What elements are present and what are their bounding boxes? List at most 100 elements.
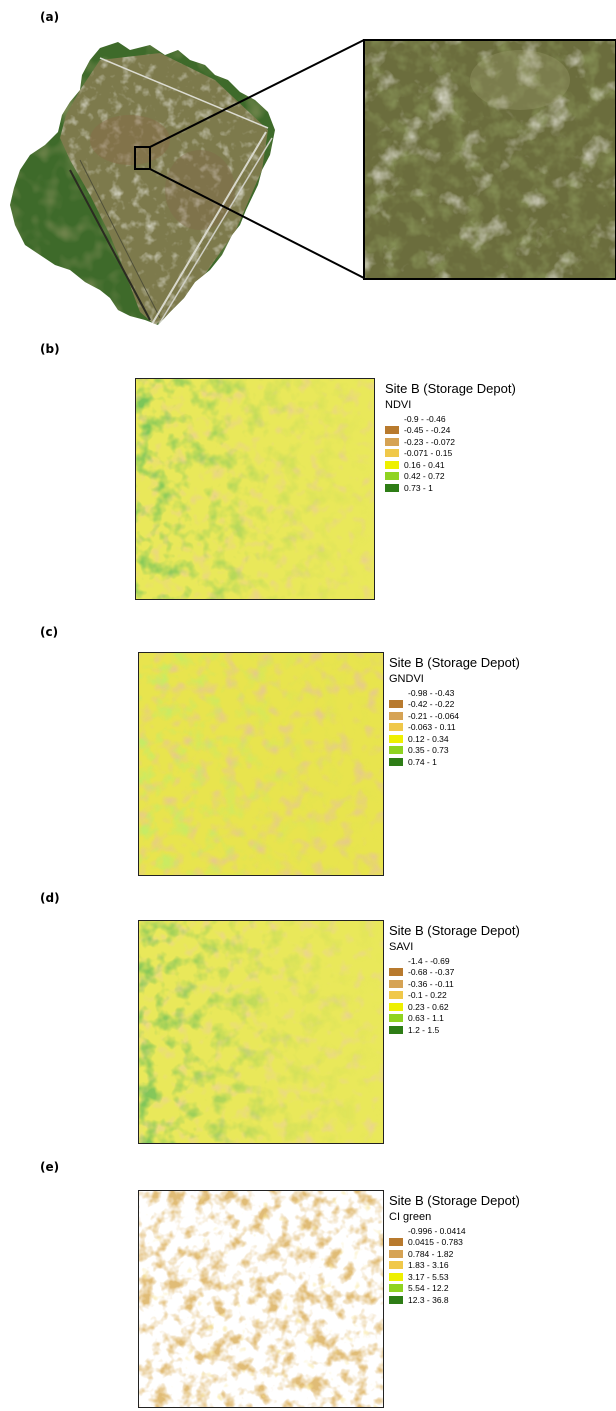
- legend-range: -0.996 - 0.0414: [408, 1225, 466, 1236]
- legend-range: 1.2 - 1.5: [408, 1024, 440, 1035]
- legend-swatch: [385, 426, 399, 435]
- legend-class: 0.63 - 1.1: [389, 1013, 611, 1025]
- legend-swatch: [389, 723, 403, 732]
- legend-class: 0.16 - 0.41: [385, 459, 610, 471]
- legend-class: 0.23 - 0.62: [389, 1001, 611, 1013]
- legend-site-title: Site B (Storage Depot): [389, 923, 520, 938]
- legend-swatch: [385, 449, 399, 458]
- legend-class: 0.784 - 1.82: [389, 1248, 611, 1260]
- legend-site-title: Site B (Storage Depot): [385, 381, 516, 396]
- legend-site-title: Site B (Storage Depot): [389, 1193, 520, 1208]
- legend-range: -0.36 - -0.11: [408, 978, 454, 989]
- legend-class: 0.73 - 1: [385, 482, 610, 494]
- legend-swatch: [389, 700, 403, 709]
- ci-green-map: [138, 1190, 384, 1408]
- panel-label-e: (e): [40, 1160, 60, 1174]
- legend-swatch: [389, 979, 403, 988]
- legend-class: -0.21 - -0.064: [389, 710, 611, 722]
- legend-range: -0.45 - -0.24: [404, 425, 451, 436]
- legend-site-title: Site B (Storage Depot): [389, 655, 520, 670]
- legend-swatch: [385, 415, 399, 423]
- legend-index-name: NDVI: [385, 399, 412, 411]
- legend-class: 0.74 - 1: [389, 756, 611, 768]
- legend-range: 0.35 - 0.73: [408, 745, 449, 756]
- legend-class: 1.83 - 3.16: [389, 1260, 611, 1272]
- legend-range: -0.071 - 0.15: [404, 448, 453, 459]
- legend-class: -0.9 - -0.46: [385, 413, 610, 425]
- panel-label-b: (b): [40, 342, 60, 356]
- savi-legend: Site B (Storage Depot) SAVI -1.4 - -0.69…: [389, 923, 611, 1036]
- legend-swatch: [389, 1238, 403, 1247]
- legend-swatch: [389, 1272, 403, 1281]
- legend-index-name: CI green: [389, 1211, 432, 1223]
- legend-range: 5.54 - 12.2: [408, 1283, 449, 1294]
- legend-range: -0.9 - -0.46: [404, 413, 446, 424]
- legend-range: -0.21 - -0.064: [408, 710, 460, 721]
- legend-swatch: [389, 1014, 403, 1023]
- legend-class: 5.54 - 12.2: [389, 1283, 611, 1295]
- legend-class: 1.2 - 1.5: [389, 1024, 611, 1036]
- legend-range: -1.4 - -0.69: [408, 955, 450, 966]
- ndvi-map: [135, 378, 375, 600]
- legend-class: -0.996 - 0.0414: [389, 1225, 611, 1237]
- legend-range: -0.063 - 0.11: [408, 722, 456, 733]
- panel-label-d: (d): [40, 891, 60, 905]
- panel-label-c: (c): [40, 625, 59, 639]
- legend-range: 12.3 - 36.8: [408, 1294, 449, 1305]
- legend-swatch: [389, 1249, 403, 1258]
- legend-swatch: [389, 957, 403, 965]
- legend-swatch: [389, 746, 403, 755]
- aerial-orthomosaic-figure: [0, 20, 616, 330]
- legend-swatch: [385, 483, 399, 492]
- legend-swatch: [389, 968, 403, 977]
- legend-swatch: [385, 437, 399, 446]
- legend-class: 0.12 - 0.34: [389, 733, 611, 745]
- legend-range: 0.42 - 0.72: [404, 471, 445, 482]
- legend-swatch: [389, 734, 403, 743]
- legend-class: 0.42 - 0.72: [385, 471, 610, 483]
- legend-swatch: [389, 1295, 403, 1304]
- legend-range: 0.73 - 1: [404, 482, 433, 493]
- legend-range: -0.1 - 0.22: [408, 990, 447, 1001]
- legend-class: -1.4 - -0.69: [389, 955, 611, 967]
- legend-swatch: [389, 1025, 403, 1034]
- legend-class: 12.3 - 36.8: [389, 1294, 611, 1306]
- legend-range: -0.98 - -0.43: [408, 687, 455, 698]
- legend-swatch: [389, 991, 403, 1000]
- legend-class: -0.071 - 0.15: [385, 448, 610, 460]
- legend-class: 0.35 - 0.73: [389, 745, 611, 757]
- legend-swatch: [385, 472, 399, 481]
- legend-range: 0.784 - 1.82: [408, 1248, 454, 1259]
- legend-range: -0.23 - -0.072: [404, 436, 456, 447]
- legend-range: 0.63 - 1.1: [408, 1013, 444, 1024]
- legend-class: -0.42 - -0.22: [389, 699, 611, 711]
- legend-range: 0.0415 - 0.783: [408, 1237, 463, 1248]
- legend-swatch: [389, 1284, 403, 1293]
- savi-map: [138, 920, 384, 1144]
- legend-range: 1.83 - 3.16: [408, 1260, 449, 1271]
- legend-swatch: [389, 1261, 403, 1270]
- ci-green-legend: Site B (Storage Depot) CI green -0.996 -…: [389, 1193, 611, 1306]
- legend-range: 0.12 - 0.34: [408, 733, 449, 744]
- legend-swatch: [389, 689, 403, 697]
- legend-class: -0.063 - 0.11: [389, 722, 611, 734]
- legend-class: -0.23 - -0.072: [385, 436, 610, 448]
- legend-class: 0.0415 - 0.783: [389, 1237, 611, 1249]
- ndvi-legend: Site B (Storage Depot) NDVI -0.9 - -0.46…: [385, 381, 610, 494]
- gndvi-map: [138, 652, 384, 876]
- legend-class: -0.36 - -0.11: [389, 978, 611, 990]
- legend-range: 0.23 - 0.62: [408, 1001, 449, 1012]
- legend-class: 3.17 - 5.53: [389, 1271, 611, 1283]
- legend-swatch: [385, 460, 399, 469]
- legend-class: -0.98 - -0.43: [389, 687, 611, 699]
- legend-range: 0.16 - 0.41: [404, 459, 445, 470]
- legend-index-name: SAVI: [389, 941, 414, 953]
- legend-swatch: [389, 711, 403, 720]
- legend-swatch: [389, 1002, 403, 1011]
- legend-range: 0.74 - 1: [408, 756, 437, 767]
- legend-range: -0.68 - -0.37: [408, 967, 455, 978]
- legend-swatch: [389, 757, 403, 766]
- legend-range: -0.42 - -0.22: [408, 699, 455, 710]
- legend-range: 3.17 - 5.53: [408, 1271, 449, 1282]
- legend-class: -0.1 - 0.22: [389, 990, 611, 1002]
